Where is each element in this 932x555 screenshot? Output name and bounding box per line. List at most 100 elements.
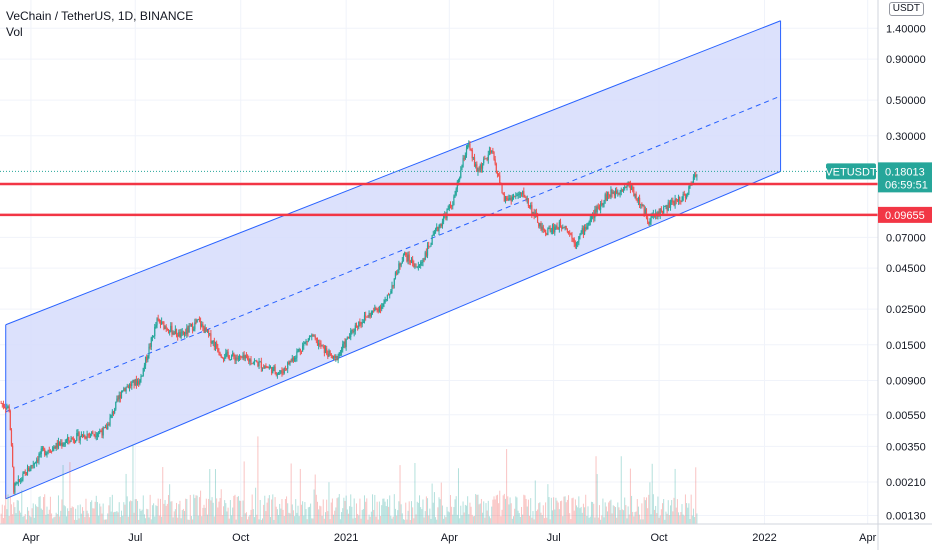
volume-bar xyxy=(579,508,581,524)
volume-bar xyxy=(140,510,142,524)
volume-bar xyxy=(181,510,183,524)
currency-label[interactable]: USDT xyxy=(888,2,924,16)
volume-bar xyxy=(398,501,400,524)
volume-bar xyxy=(594,517,596,524)
volume-label[interactable]: Vol xyxy=(6,25,23,39)
volume-bar xyxy=(100,506,102,524)
volume-bar xyxy=(335,507,337,524)
volume-bar xyxy=(553,497,555,524)
candle-body xyxy=(557,228,559,230)
volume-bar xyxy=(104,519,106,524)
candle-body xyxy=(672,200,674,203)
volume-bar xyxy=(486,510,488,524)
candle-body xyxy=(574,243,576,246)
candle-body xyxy=(603,200,605,205)
volume-bar xyxy=(178,504,180,524)
volume-bar xyxy=(629,468,631,524)
candle-body xyxy=(548,227,550,229)
volume-bar xyxy=(197,515,199,524)
volume-bar xyxy=(380,516,382,524)
candle-body xyxy=(311,334,313,337)
candle-body xyxy=(49,450,52,452)
volume-bar xyxy=(598,505,600,524)
candle-body xyxy=(226,351,228,353)
volume-bar xyxy=(288,512,290,524)
volume-bar xyxy=(537,509,539,524)
candle-body xyxy=(55,442,57,449)
volume-bar xyxy=(304,502,306,524)
volume-bar xyxy=(148,517,150,524)
volume-bar xyxy=(297,505,299,524)
volume-bar xyxy=(611,513,613,524)
volume-bar xyxy=(468,514,470,524)
candle-body xyxy=(542,226,544,230)
volume-bar xyxy=(632,511,634,524)
candle-body xyxy=(335,356,337,359)
volume-bar xyxy=(687,507,689,524)
volume-bar xyxy=(424,511,426,524)
candle-body xyxy=(312,334,314,337)
candle-body xyxy=(580,232,582,234)
candle-body xyxy=(6,407,8,410)
volume-bar xyxy=(410,501,412,524)
volume-bar xyxy=(177,517,179,524)
volume-bar xyxy=(284,499,286,524)
candle-body xyxy=(553,225,555,233)
candle-body xyxy=(683,193,685,195)
volume-bar xyxy=(273,519,275,524)
candle-body xyxy=(157,318,159,320)
volume-bar xyxy=(485,503,487,524)
volume-bar xyxy=(686,503,688,524)
volume-bar xyxy=(633,516,635,524)
volume-bar xyxy=(414,462,416,524)
candle-body xyxy=(320,343,322,347)
volume-bar xyxy=(519,517,521,524)
volume-bar xyxy=(194,498,196,524)
candle-body xyxy=(523,191,525,197)
candle-body xyxy=(425,252,427,256)
volume-bar xyxy=(259,500,261,524)
volume-bar xyxy=(394,508,396,524)
volume-bar xyxy=(388,506,390,524)
candle-body xyxy=(21,479,23,481)
volume-bar xyxy=(644,500,646,524)
volume-bar xyxy=(358,515,360,524)
candle-body xyxy=(75,440,77,442)
volume-bar xyxy=(521,506,523,524)
candle-body xyxy=(610,189,612,197)
candle-body xyxy=(44,449,46,455)
candle-body xyxy=(392,285,394,287)
countdown-label: 06:59:51 xyxy=(885,179,928,191)
volume-bar xyxy=(77,505,79,524)
volume-bar xyxy=(80,513,82,524)
volume-bar xyxy=(68,511,70,524)
volume-bar xyxy=(281,499,283,524)
volume-bar xyxy=(462,501,464,524)
candle-body xyxy=(63,443,65,445)
volume-bar xyxy=(522,514,524,524)
volume-bar xyxy=(20,512,22,524)
candle-body xyxy=(578,236,580,242)
candle-body xyxy=(292,358,295,361)
channel-upper-line xyxy=(5,20,781,326)
candle-body xyxy=(276,373,278,375)
candle-body xyxy=(465,148,468,155)
candle-body xyxy=(212,340,214,343)
candle-body xyxy=(629,184,632,190)
volume-bar xyxy=(349,506,351,524)
volume-bar xyxy=(88,517,90,524)
candle-body xyxy=(237,358,240,360)
volume-bar xyxy=(164,500,166,524)
candle-body xyxy=(499,175,501,184)
volume-bar xyxy=(90,501,92,524)
volume-bar xyxy=(272,494,274,524)
volume-bar xyxy=(422,499,424,524)
volume-bar xyxy=(565,502,567,524)
volume-bar xyxy=(586,515,588,524)
volume-bar xyxy=(368,514,370,524)
candle-body xyxy=(240,355,242,357)
symbol-title[interactable]: VeChain / TetherUS, 1D, BINANCE xyxy=(6,9,194,23)
volume-bar xyxy=(17,500,19,524)
